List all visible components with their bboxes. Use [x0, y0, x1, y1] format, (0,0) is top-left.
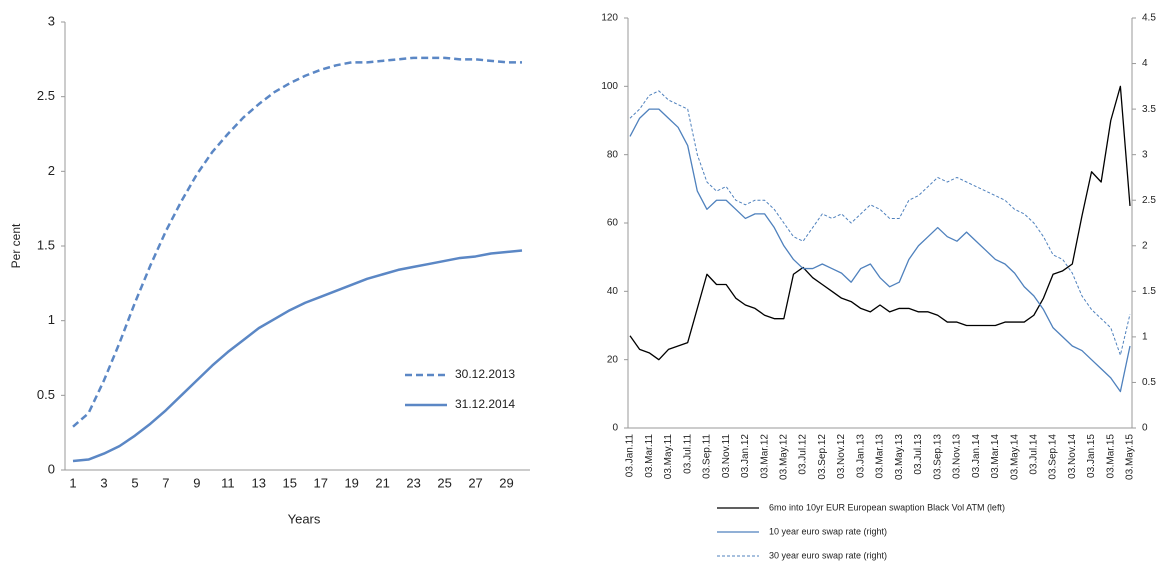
- x-tick-label: 7: [162, 475, 169, 490]
- x-tick-label: 03.May.15: [1125, 434, 1136, 480]
- y2-tick-label: 1: [1142, 332, 1148, 343]
- y2-tick-label: 2.5: [1142, 195, 1156, 206]
- legend-label: 6mo into 10yr EUR European swaption Blac…: [769, 502, 1005, 512]
- x-tick-label: 1: [69, 475, 76, 490]
- x-axis-title: Years: [288, 511, 321, 526]
- x-tick-label: 03.Nov.13: [952, 434, 963, 479]
- y2-tick-label: 4: [1142, 58, 1148, 69]
- legend-label: 10 year euro swap rate (right): [769, 526, 887, 536]
- y-tick-label: 3: [48, 13, 55, 28]
- y-tick-label: 2.5: [37, 88, 55, 103]
- x-tick-label: 03.May.13: [894, 434, 905, 480]
- x-tick-label: 29: [499, 475, 513, 490]
- x-tick-label: 9: [193, 475, 200, 490]
- y-tick-label: 40: [607, 286, 619, 297]
- x-tick-label: 19: [344, 475, 358, 490]
- x-tick-label: 03.Mar.12: [759, 434, 770, 479]
- series-line: [72, 56, 522, 428]
- y-axis-title: Per cent: [9, 223, 23, 268]
- x-tick-label: 03.Mar.13: [875, 434, 886, 479]
- legend-label: 30.12.2013: [455, 367, 515, 381]
- x-tick-label: 03.May.12: [778, 434, 789, 480]
- x-tick-label: 17: [313, 475, 327, 490]
- x-tick-label: 03.Jan.13: [855, 434, 866, 478]
- y2-tick-label: 3: [1142, 149, 1148, 160]
- y-tick-label: 80: [607, 149, 619, 160]
- x-tick-label: 5: [131, 475, 138, 490]
- x-tick-label: 03.Sep.11: [702, 434, 713, 479]
- x-tick-label: 03.Mar.11: [644, 434, 655, 478]
- x-tick-label: 25: [437, 475, 451, 490]
- x-tick-label: 27: [468, 475, 482, 490]
- y-tick-label: 0: [48, 461, 55, 476]
- y-tick-label: 120: [601, 13, 618, 24]
- y-tick-label: 0: [612, 423, 618, 434]
- x-tick-label: 03.Jul.14: [1028, 434, 1039, 475]
- series-line: [629, 90, 1131, 356]
- y2-tick-label: 0.5: [1142, 377, 1156, 388]
- y2-tick-label: 2: [1142, 240, 1148, 251]
- series-line: [629, 85, 1131, 361]
- x-tick-label: 03.Jul.13: [913, 434, 924, 475]
- legend-label: 31.12.2014: [455, 397, 515, 411]
- x-tick-label: 03.Sep.14: [1048, 434, 1059, 480]
- y-tick-label: 1: [48, 312, 55, 327]
- x-tick-label: 23: [406, 475, 420, 490]
- x-tick-label: 15: [283, 475, 297, 490]
- x-tick-label: 03.Nov.12: [836, 434, 847, 479]
- x-tick-label: 03.Jul.11: [682, 434, 693, 474]
- x-tick-label: 03.Jan.12: [740, 434, 751, 478]
- x-tick-label: 03.May.11: [663, 434, 674, 480]
- x-tick-label: 13: [252, 475, 266, 490]
- y-tick-label: 2: [48, 163, 55, 178]
- x-tick-label: 03.Jan.14: [971, 434, 982, 478]
- x-tick-label: 03.Jul.12: [798, 434, 809, 475]
- x-tick-label: 03.Sep.12: [817, 434, 828, 480]
- x-tick-label: 03.Jan.11: [625, 434, 636, 478]
- y2-tick-label: 4.5: [1142, 13, 1156, 24]
- x-tick-label: 21: [375, 475, 389, 490]
- y2-tick-label: 3.5: [1142, 104, 1156, 115]
- x-tick-label: 3: [100, 475, 107, 490]
- x-tick-label: 03.May.14: [1009, 434, 1020, 480]
- y-tick-label: 0.5: [37, 387, 55, 402]
- x-tick-label: 11: [221, 475, 235, 490]
- y-tick-label: 20: [607, 354, 619, 365]
- x-tick-label: 03.Nov.14: [1067, 434, 1078, 479]
- x-tick-label: 03.Sep.13: [932, 434, 943, 480]
- series-line: [72, 249, 523, 463]
- x-tick-label: 03.Mar.14: [990, 434, 1001, 479]
- y-tick-label: 60: [607, 218, 619, 229]
- y2-tick-label: 0: [1142, 423, 1148, 434]
- y2-tick-label: 1.5: [1142, 286, 1156, 297]
- legend-label: 30 year euro swap rate (right): [769, 550, 887, 560]
- x-tick-label: 03.Nov.11: [721, 434, 732, 479]
- series-line: [629, 108, 1131, 393]
- y-tick-label: 1.5: [37, 237, 55, 252]
- x-tick-label: 03.Mar.15: [1105, 434, 1116, 479]
- x-tick-label: 03.Jan.15: [1086, 434, 1097, 478]
- y-tick-label: 100: [601, 81, 618, 92]
